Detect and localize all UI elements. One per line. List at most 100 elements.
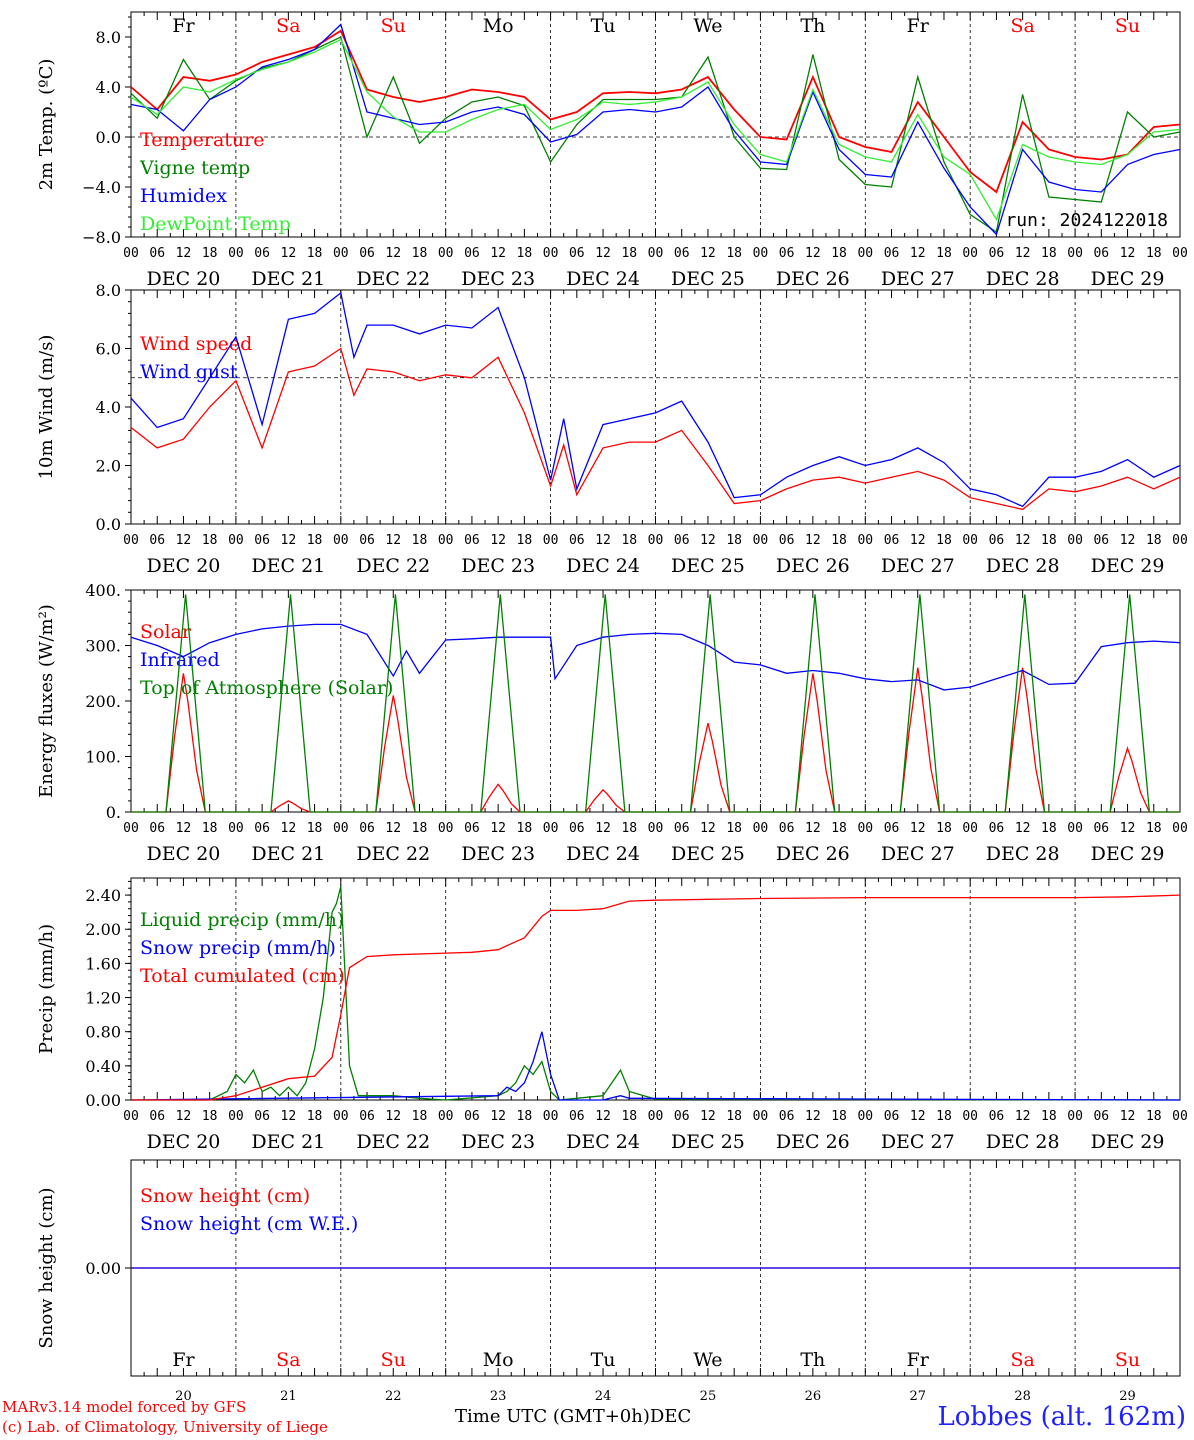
- station-name: Lobbes (alt. 162m): [937, 1402, 1186, 1432]
- day-name-label: Fr: [907, 1349, 930, 1371]
- day-number-label: 27: [909, 1389, 926, 1404]
- hour-tick-label: 06: [884, 246, 900, 261]
- hour-tick-label: 12: [385, 246, 401, 261]
- hour-tick-label: 06: [359, 246, 375, 261]
- hour-tick-label: 00: [1172, 821, 1188, 836]
- hour-tick-label: 18: [621, 1109, 637, 1124]
- date-label: DEC 28: [986, 268, 1060, 290]
- hour-tick-label: 00: [543, 1109, 559, 1124]
- hour-tick-label: 12: [385, 821, 401, 836]
- date-label: DEC 27: [881, 555, 955, 577]
- hour-tick-label: 06: [149, 1109, 165, 1124]
- date-label: DEC 24: [566, 268, 640, 290]
- hour-tick-label: 12: [700, 1109, 716, 1124]
- day-name-label: Su: [381, 1349, 406, 1371]
- hour-tick-label: 18: [307, 246, 323, 261]
- series-line-total-cumulated-cm-: [131, 894, 1181, 1101]
- hour-tick-label: 06: [254, 246, 270, 261]
- day-name-label: Th: [800, 1349, 825, 1371]
- date-label: DEC 24: [566, 1131, 640, 1153]
- hour-tick-label: 12: [1120, 821, 1136, 836]
- hour-tick-label: 12: [176, 533, 192, 548]
- date-label: DEC 21: [251, 555, 325, 577]
- hour-tick-label: 18: [202, 821, 218, 836]
- day-number-label: 23: [490, 1389, 507, 1404]
- y-tick-label: 2.00: [85, 920, 121, 939]
- hour-tick-label: 00: [857, 821, 873, 836]
- day-name-label: Sa: [276, 1349, 300, 1371]
- hour-tick-label: 18: [202, 246, 218, 261]
- y-tick-label: 0.: [106, 803, 121, 822]
- hour-tick-label: 18: [726, 821, 742, 836]
- date-label: DEC 20: [147, 268, 221, 290]
- hour-tick-label: 18: [831, 533, 847, 548]
- hour-tick-label: 12: [281, 1109, 297, 1124]
- series-line-top-of-atmosphere-solar-: [131, 594, 1180, 813]
- hour-tick-label: 00: [962, 246, 978, 261]
- hour-tick-label: 06: [149, 821, 165, 836]
- hour-tick-label: 12: [1015, 1109, 1031, 1124]
- day-name-label: Mo: [483, 15, 514, 37]
- day-name-label: Tu: [591, 1349, 616, 1371]
- hour-tick-label: 06: [464, 533, 480, 548]
- hour-tick-label: 06: [674, 533, 690, 548]
- hour-tick-label: 18: [202, 1109, 218, 1124]
- hour-tick-label: 06: [569, 821, 585, 836]
- hour-tick-label: 12: [176, 246, 192, 261]
- hour-tick-label: 18: [412, 821, 428, 836]
- hour-tick-label: 00: [857, 1109, 873, 1124]
- hour-tick-label: 12: [281, 246, 297, 261]
- hour-tick-label: 18: [1041, 246, 1057, 261]
- day-name-label: Su: [381, 15, 406, 37]
- hour-tick-label: 00: [753, 246, 769, 261]
- hour-tick-label: 12: [490, 821, 506, 836]
- hour-tick-label: 12: [176, 1109, 192, 1124]
- date-label: DEC 23: [461, 843, 535, 865]
- hour-tick-label: 12: [595, 533, 611, 548]
- hour-tick-label: 12: [490, 533, 506, 548]
- y-tick-label: 300.: [85, 637, 121, 656]
- hour-tick-label: 18: [831, 246, 847, 261]
- y-tick-label: 8.0: [96, 28, 121, 47]
- hour-tick-label: 18: [1041, 1109, 1057, 1124]
- hour-tick-label: 18: [307, 533, 323, 548]
- date-label: DEC 26: [776, 1131, 850, 1153]
- hour-tick-label: 00: [753, 533, 769, 548]
- date-label: DEC 27: [881, 843, 955, 865]
- date-label: DEC 29: [1091, 843, 1165, 865]
- hour-tick-label: 06: [254, 821, 270, 836]
- day-name-label: Tu: [591, 15, 616, 37]
- date-label: DEC 23: [461, 268, 535, 290]
- y-axis-label-energy: Energy fluxes (W/m²): [36, 604, 57, 798]
- legend-entry: Top of Atmosphere (Solar): [140, 677, 393, 699]
- hour-tick-label: 18: [621, 246, 637, 261]
- hour-tick-label: 06: [989, 821, 1005, 836]
- legend-entry: Liquid precip (mm/h): [140, 909, 344, 931]
- x-axis-title: Time UTC (GMT+0h)DEC: [455, 1406, 691, 1427]
- hour-tick-label: 06: [779, 533, 795, 548]
- x-axis-title-text: Time UTC (GMT+0h): [455, 1406, 650, 1427]
- hour-tick-label: 12: [910, 821, 926, 836]
- y-axis-label-snow: Snow height (cm): [36, 1187, 57, 1348]
- hour-tick-label: 00: [753, 821, 769, 836]
- legend-entry: Vigne temp: [139, 157, 250, 179]
- hour-tick-label: 06: [989, 246, 1005, 261]
- y-tick-label: 0.00: [85, 1091, 121, 1110]
- date-label: DEC 28: [986, 843, 1060, 865]
- day-name-label: Fr: [172, 1349, 195, 1371]
- hour-tick-label: 18: [1146, 1109, 1162, 1124]
- hour-tick-label: 12: [1015, 533, 1031, 548]
- series-line-humidex: [130, 23, 1181, 236]
- hour-tick-label: 18: [831, 821, 847, 836]
- hour-tick-label: 00: [228, 246, 244, 261]
- series-line-wind-gust: [130, 291, 1181, 508]
- hour-tick-label: 12: [595, 821, 611, 836]
- date-label: DEC 25: [671, 268, 745, 290]
- hour-tick-label: 18: [726, 533, 742, 548]
- y-tick-label: 2.0: [96, 457, 121, 476]
- series-line-vigne-temp: [130, 36, 1181, 234]
- hour-tick-label: 00: [962, 533, 978, 548]
- hour-tick-label: 00: [333, 821, 349, 836]
- hour-tick-label: 00: [228, 1109, 244, 1124]
- hour-tick-label: 00: [1172, 533, 1188, 548]
